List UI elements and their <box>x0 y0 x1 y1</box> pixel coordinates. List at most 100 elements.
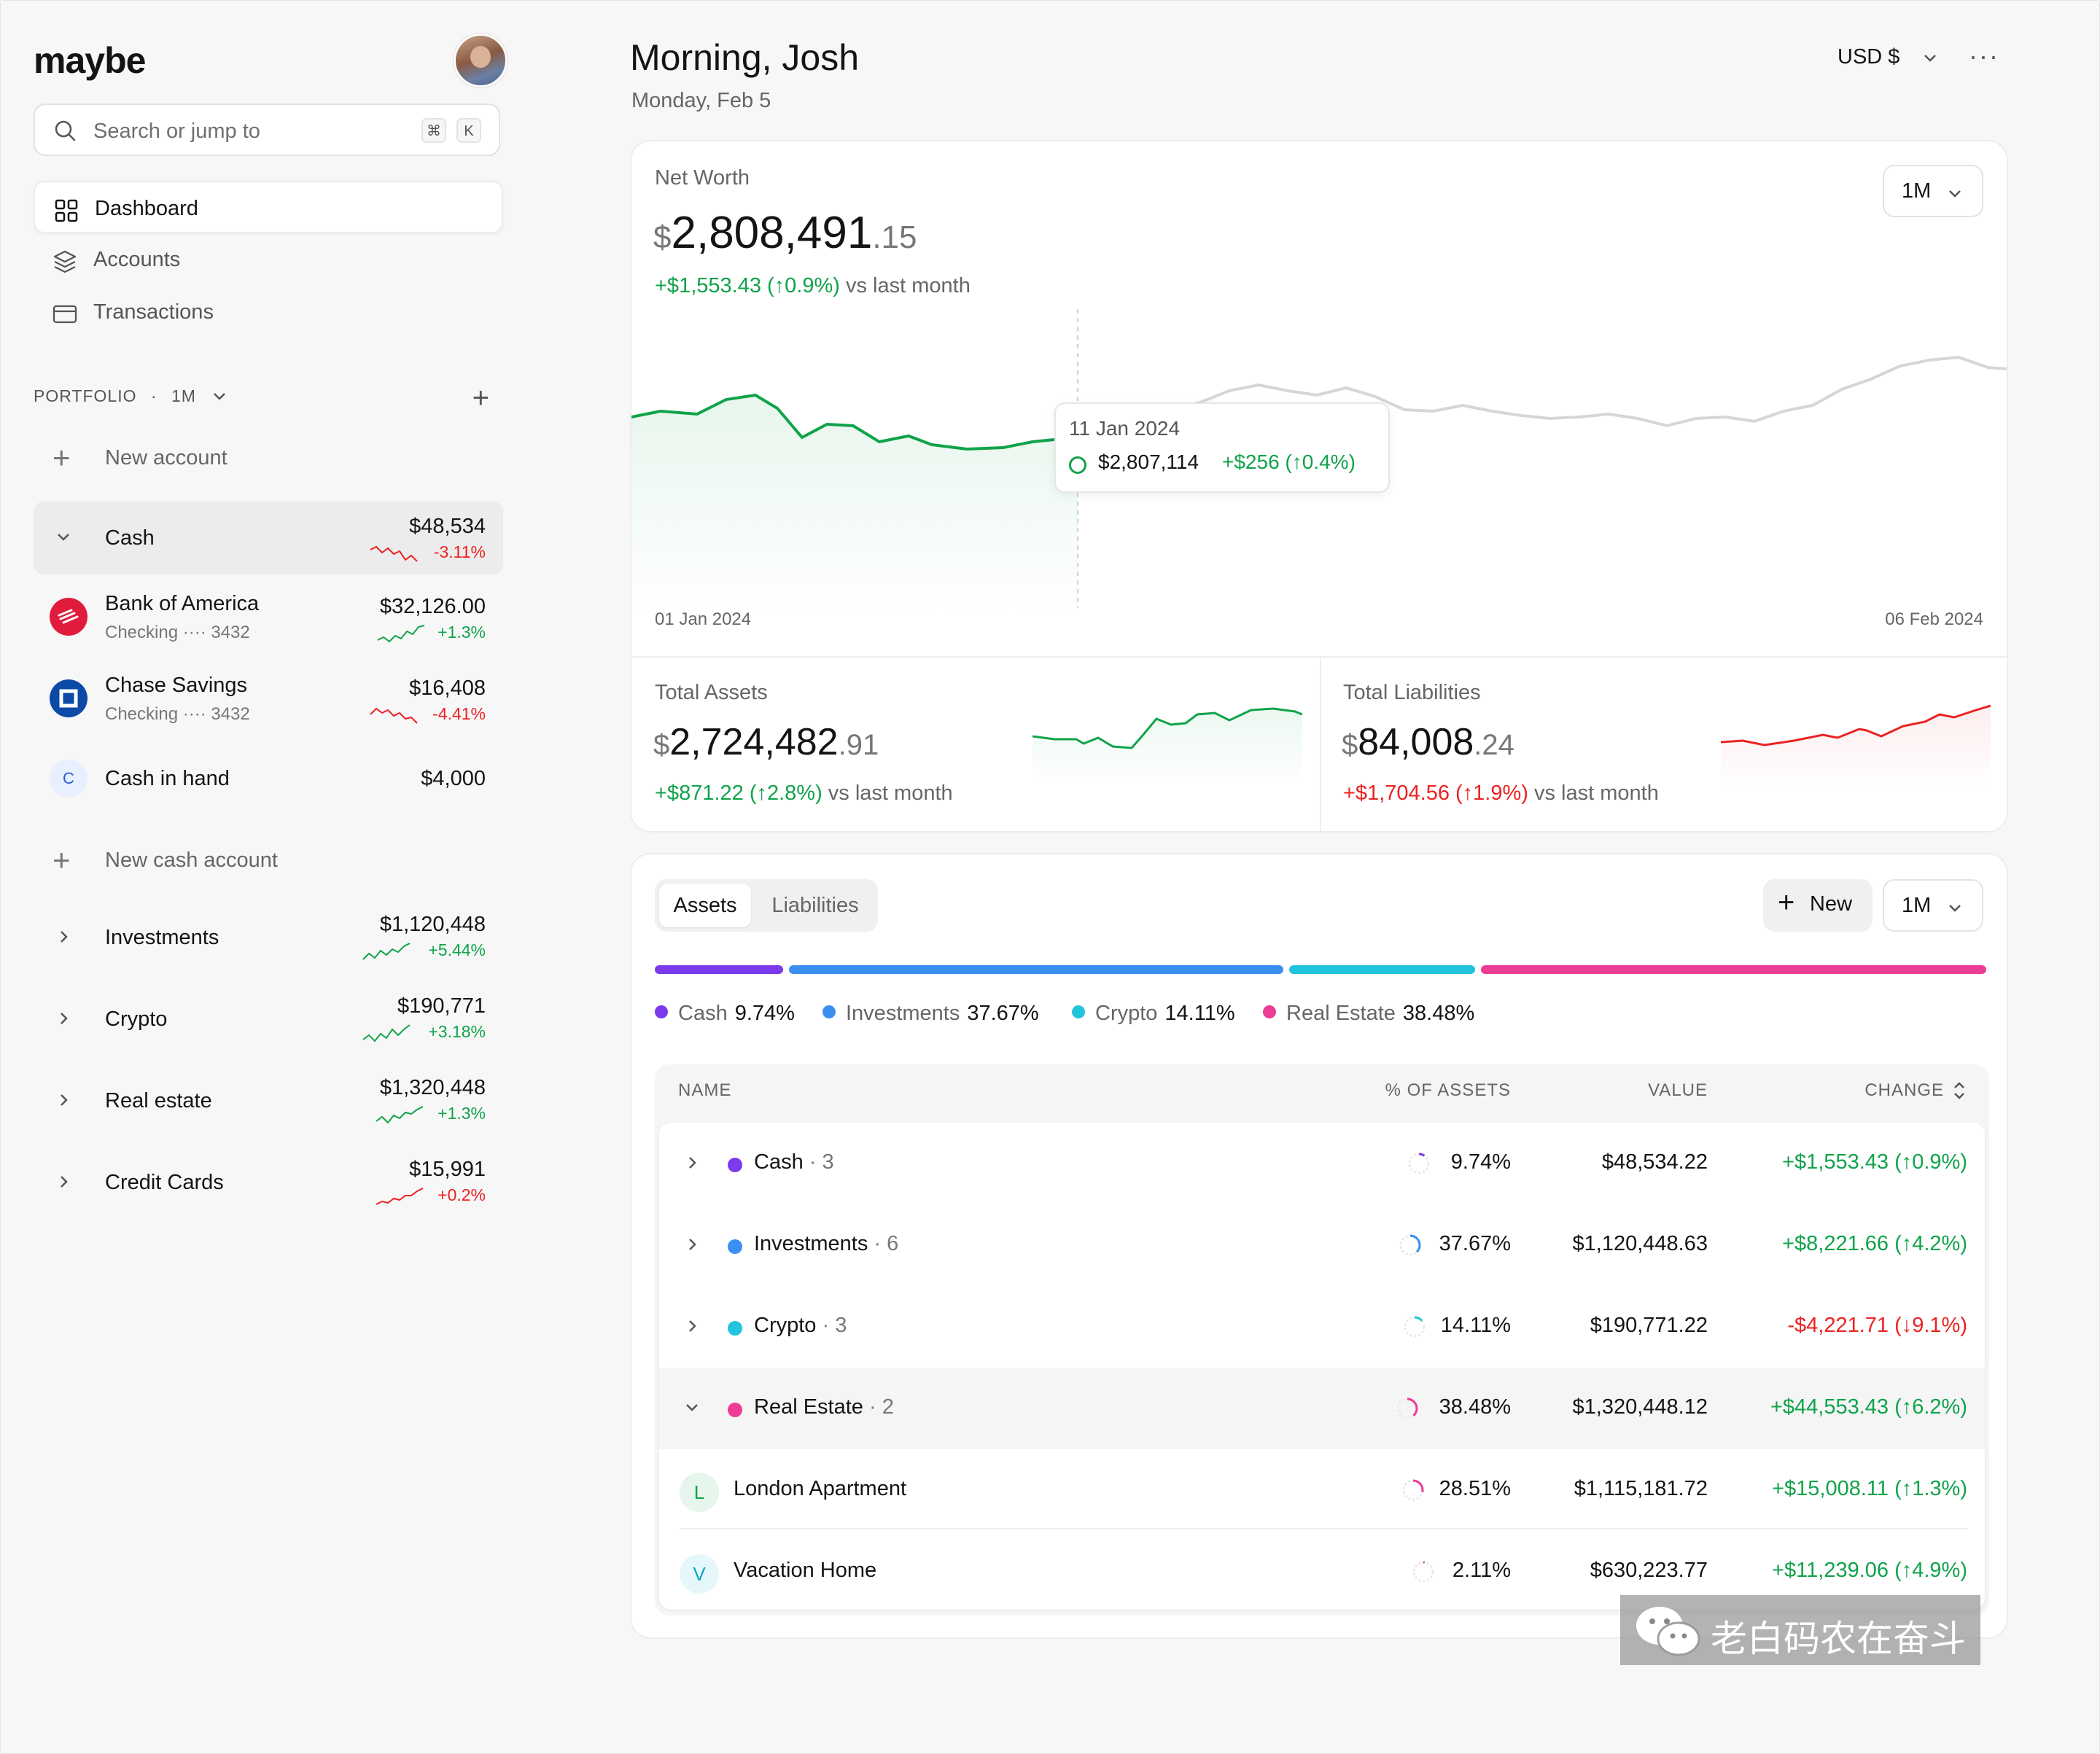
currency-select[interactable]: USD $ <box>1838 45 1939 69</box>
chevron-right-icon[interactable] <box>52 1171 74 1193</box>
sidebar-group-real-estate[interactable]: Real estate $1,320,448 +1.3% <box>34 1064 503 1137</box>
new-account-button[interactable]: + New account <box>34 437 503 481</box>
breakdown-period-select[interactable]: 1M <box>1883 879 1983 932</box>
portfolio-period-select[interactable]: 1M <box>171 386 196 405</box>
chart-start-date: 01 Jan 2024 <box>655 609 752 629</box>
group-change: +5.44% <box>428 940 486 959</box>
net-worth-chart[interactable] <box>631 309 2007 615</box>
new-asset-button[interactable]: + New <box>1763 879 1872 932</box>
tab-assets[interactable]: Assets <box>659 884 751 927</box>
group-value: $1,320,448 <box>379 1076 486 1099</box>
row-change: -$4,221.71 (↓9.1%) <box>1787 1314 1967 1337</box>
table-row-london-apartment[interactable]: L London Apartment 28.51% $1,115,181.72 … <box>659 1449 1985 1529</box>
search-input[interactable]: Search or jump to ⌘ K <box>34 104 500 156</box>
group-name: Investments <box>105 926 219 949</box>
nav-accounts[interactable]: Accounts <box>34 233 503 286</box>
new-account-label: New account <box>105 446 228 469</box>
sidebar-group-credit-cards[interactable]: Credit Cards $15,991 +0.2% <box>34 1146 503 1219</box>
chart-future-line <box>1077 355 2007 437</box>
column-change[interactable]: CHANGE <box>1864 1080 1944 1100</box>
allocation-segment-investments <box>788 965 1284 974</box>
watermark-text: 老白码农在奋斗 <box>1711 1618 1966 1660</box>
chevron-right-icon[interactable] <box>681 1315 703 1337</box>
table-row-cash[interactable]: Cash · 3 9.74% $48,534.22 +$1,553.43 (↑0… <box>659 1123 1985 1204</box>
legend-crypto: Crypto 14.11% <box>1072 1002 1235 1026</box>
new-cash-account-button[interactable]: + New cash account <box>34 840 503 884</box>
account-value: $16,408 <box>409 677 486 700</box>
table-row-real-estate[interactable]: Real Estate · 2 38.48% $1,320,448.12 +$4… <box>659 1368 1985 1449</box>
portfolio-separator: · <box>150 386 158 405</box>
row-percent: 2.11% <box>1452 1559 1511 1582</box>
table-row-investments[interactable]: Investments · 6 37.67% $1,120,448.63 +$8… <box>659 1204 1985 1286</box>
tab-liabilities[interactable]: Liabilities <box>771 894 859 917</box>
column-percent: % OF ASSETS <box>1385 1080 1511 1100</box>
chevron-right-icon[interactable] <box>681 1152 703 1174</box>
divider <box>631 656 2007 658</box>
percent-ring-icon <box>1412 1561 1434 1583</box>
row-percent: 38.48% <box>1439 1395 1511 1419</box>
chevron-right-icon[interactable] <box>52 1007 74 1029</box>
group-change: +1.3% <box>438 1104 486 1123</box>
portfolio-header: PORTFOLIO · 1M + <box>34 382 503 416</box>
row-percent: 9.74% <box>1450 1150 1511 1174</box>
nav-transactions[interactable]: Transactions <box>34 286 503 338</box>
account-cash-in-hand[interactable]: C Cash in hand $4,000 <box>34 742 503 815</box>
sort-icon[interactable] <box>1951 1080 1967 1101</box>
account-chase-savings[interactable]: Chase Savings Checking ···· 3432 $16,408… <box>34 662 503 735</box>
sparkline-up-icon <box>376 1106 424 1124</box>
group-name: Cash <box>105 526 155 550</box>
avatar[interactable] <box>454 34 508 87</box>
command-key-hint: ⌘ <box>421 118 446 143</box>
chevron-right-icon[interactable] <box>52 926 74 948</box>
legend-dot <box>1072 1005 1085 1019</box>
row-percent: 14.11% <box>1440 1314 1511 1337</box>
total-liabilities-value: $84,008.24 <box>1342 721 1514 763</box>
category-dot <box>728 1321 742 1336</box>
percent-ring-icon <box>1402 1479 1424 1501</box>
search-placeholder: Search or jump to <box>93 120 260 143</box>
chevron-down-icon[interactable] <box>52 526 74 548</box>
asset-breakdown-card: Assets Liabilities + New 1M Cash 9.74% In… <box>630 853 2008 1639</box>
account-name: Cash in hand <box>105 767 230 790</box>
row-change: +$1,553.43 (↑0.9%) <box>1782 1150 1967 1174</box>
row-value: $1,120,448.63 <box>1572 1232 1708 1255</box>
row-value: $630,223.77 <box>1590 1559 1708 1582</box>
legend-dot <box>655 1005 668 1019</box>
legend-dot <box>822 1005 836 1019</box>
table-row-vacation-home[interactable]: V Vacation Home 2.11% $630,223.77 +$11,2… <box>659 1531 1985 1610</box>
chevron-down-icon[interactable] <box>211 388 228 404</box>
legend-cash: Cash 9.74% <box>655 1002 795 1026</box>
chart-end-date: 06 Feb 2024 <box>1885 609 1983 629</box>
group-name: Crypto <box>105 1007 168 1031</box>
card-icon <box>52 305 77 324</box>
account-bank-of-america[interactable]: Bank of America Checking ···· 3432 $32,1… <box>34 580 503 653</box>
account-name: Chase Savings <box>105 674 248 697</box>
group-value: $1,120,448 <box>379 913 486 936</box>
sidebar-group-crypto[interactable]: Crypto $190,771 +3.18% <box>34 983 503 1056</box>
table-row-crypto[interactable]: Crypto · 3 14.11% $190,771.22 -$4,221.71… <box>659 1286 1985 1368</box>
chevron-right-icon[interactable] <box>52 1089 74 1111</box>
nav-dashboard[interactable]: Dashboard <box>34 181 503 233</box>
sidebar-group-investments[interactable]: Investments $1,120,448 +5.44% <box>34 901 503 974</box>
net-worth-period-select[interactable]: 1M <box>1883 165 1983 217</box>
chevron-down-icon[interactable] <box>681 1397 703 1419</box>
divider <box>1320 658 1321 831</box>
group-value: $190,771 <box>397 994 486 1018</box>
percent-ring-icon <box>1396 1398 1418 1419</box>
total-liabilities-sparkline <box>1721 704 1991 787</box>
legend-investments: Investments 37.67% <box>822 1002 1039 1026</box>
column-name: NAME <box>678 1080 732 1100</box>
total-assets-value: $2,724,482.91 <box>653 721 879 763</box>
total-assets-label: Total Assets <box>655 681 768 704</box>
asset-tabs: Assets Liabilities <box>655 879 878 932</box>
more-options-icon[interactable]: ··· <box>1969 41 1999 71</box>
chevron-right-icon[interactable] <box>681 1233 703 1255</box>
sidebar-group-cash[interactable]: Cash $48,534 -3.11% <box>34 502 503 574</box>
add-account-button[interactable]: + <box>472 382 490 414</box>
app-logo[interactable]: maybe <box>34 40 146 81</box>
nav-label: Accounts <box>93 248 181 271</box>
group-name: Credit Cards <box>105 1171 224 1194</box>
portfolio-label: PORTFOLIO <box>34 386 137 405</box>
group-value: $15,991 <box>409 1158 486 1181</box>
allocation-segment-cash <box>655 965 783 974</box>
